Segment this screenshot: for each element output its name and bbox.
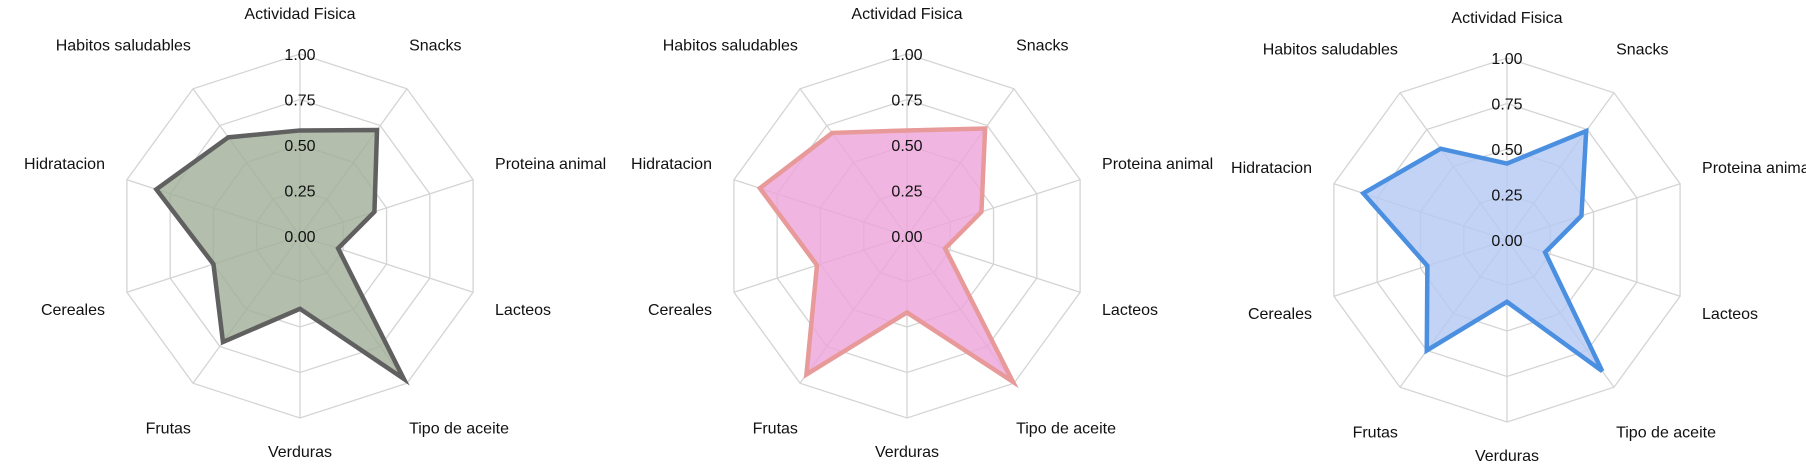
axis-label: Snacks <box>1016 38 1068 55</box>
axis-label: Habitos saludables <box>56 38 191 55</box>
tick-label: 0.50 <box>284 138 315 155</box>
axis-label: Actividad Fisica <box>1451 10 1562 27</box>
tick-label: 0.00 <box>284 229 315 246</box>
axis-label: Hidratacion <box>24 156 105 173</box>
axis-label: Frutas <box>146 420 191 437</box>
axis-label: Verduras <box>1475 448 1539 465</box>
tick-label: 0.25 <box>1491 188 1522 205</box>
axis-label: Cereales <box>41 302 105 319</box>
tick-label: 0.75 <box>284 93 315 110</box>
radar-chart-2: 0.00 0.25 0.50 0.75 1.00 Actividad Fisica Snac… <box>631 6 1213 461</box>
tick-label: 0.75 <box>891 93 922 110</box>
axis-label: Hidratacion <box>1231 160 1312 177</box>
tick-label: 0.50 <box>1491 142 1522 159</box>
tick-label: 1.00 <box>1491 51 1522 68</box>
radar-chart-1: 0.00 0.25 0.50 0.75 1.00 Actividad Fisica Snac… <box>24 6 606 461</box>
axis-label: Actividad Fisica <box>244 6 355 23</box>
tick-label: 0.50 <box>891 138 922 155</box>
tick-label: 1.00 <box>284 47 315 64</box>
axis-label: Tipo de aceite <box>1016 420 1116 437</box>
axis-label: Tipo de aceite <box>1616 424 1716 441</box>
axis-label: Lacteos <box>1702 306 1758 323</box>
axis-label: Tipo de aceite <box>409 420 509 437</box>
radar-chart-3: 0.00 0.25 0.50 0.75 1.00 Actividad Fisica Snac… <box>1231 10 1806 465</box>
axis-label: Frutas <box>1353 424 1398 441</box>
axis-label: Verduras <box>268 444 332 461</box>
tick-label: 0.00 <box>1491 233 1522 250</box>
series-area <box>1359 127 1605 373</box>
axis-label: Proteina animal <box>1702 160 1806 177</box>
axis-label: Habitos saludables <box>663 38 798 55</box>
axis-label: Habitos saludables <box>1263 42 1398 59</box>
axis-label: Snacks <box>409 38 461 55</box>
series-area <box>756 126 1019 389</box>
axis-label: Verduras <box>875 444 939 461</box>
axis-label: Hidratacion <box>631 156 712 173</box>
axis-label: Proteina animal <box>495 156 606 173</box>
axis-label: Lacteos <box>1102 302 1158 319</box>
tick-label: 0.75 <box>1491 97 1522 114</box>
tick-label: 0.25 <box>891 184 922 201</box>
tick-label: 0.25 <box>284 184 315 201</box>
axis-label: Snacks <box>1616 42 1668 59</box>
axis-label: Frutas <box>753 420 798 437</box>
tick-label: 1.00 <box>891 47 922 64</box>
axis-label: Proteina animal <box>1102 156 1213 173</box>
axis-label: Actividad Fisica <box>851 6 962 23</box>
axis-label: Lacteos <box>495 302 551 319</box>
tick-label: 0.00 <box>891 229 922 246</box>
axis-label: Cereales <box>1248 306 1312 323</box>
axis-label: Cereales <box>648 302 712 319</box>
series-area <box>153 127 410 386</box>
